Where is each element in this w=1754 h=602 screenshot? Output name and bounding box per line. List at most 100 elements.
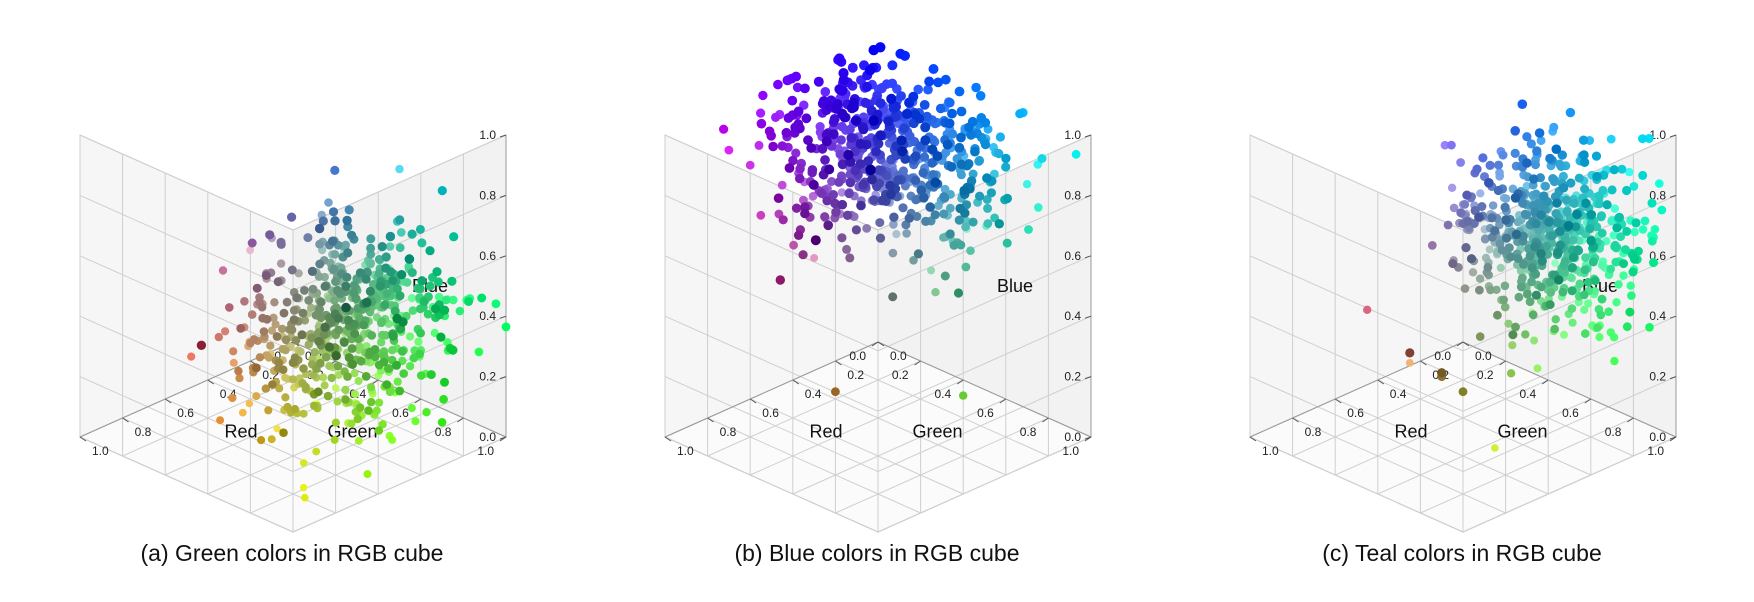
red-tick	[79, 436, 87, 442]
data-point	[766, 131, 776, 141]
data-point	[404, 254, 415, 264]
green-tick-label: 1.0	[1062, 444, 1079, 458]
data-point	[416, 371, 426, 380]
data-point	[791, 203, 802, 213]
green-axis-label: Green	[912, 422, 962, 442]
data-point	[1625, 307, 1635, 317]
data-point	[491, 299, 501, 309]
data-point	[1447, 140, 1456, 150]
data-point	[265, 230, 275, 240]
data-point	[813, 76, 824, 87]
data-point	[827, 177, 837, 186]
data-point	[1548, 174, 1558, 184]
data-point	[1491, 444, 1499, 452]
data-point	[1518, 198, 1528, 208]
data-point	[291, 336, 301, 345]
data-point	[1531, 160, 1540, 170]
blue-tick	[1669, 194, 1677, 198]
data-point	[791, 71, 801, 82]
green-axis-label: Green	[327, 422, 377, 442]
data-point	[1555, 226, 1565, 236]
data-point	[789, 240, 798, 250]
data-point	[278, 365, 288, 375]
data-point	[810, 254, 819, 262]
data-point	[976, 113, 987, 123]
data-point	[837, 121, 847, 132]
data-point	[971, 82, 981, 93]
data-point	[262, 351, 271, 360]
data-point	[1578, 135, 1589, 145]
data-point	[1487, 213, 1497, 223]
data-point	[390, 306, 400, 316]
data-point	[795, 173, 805, 184]
data-point	[430, 328, 439, 338]
grid-line	[292, 376, 507, 473]
data-point	[1517, 99, 1528, 109]
data-point	[1567, 263, 1577, 273]
data-point	[834, 177, 844, 187]
data-point	[324, 198, 333, 207]
data-point	[784, 163, 795, 173]
data-point	[422, 408, 431, 417]
data-point	[374, 255, 384, 264]
data-point	[1581, 253, 1590, 262]
data-point	[366, 259, 375, 269]
data-point	[838, 74, 849, 86]
data-point	[1561, 195, 1571, 205]
data-point	[807, 165, 818, 175]
data-point	[417, 238, 427, 248]
data-point	[1555, 240, 1565, 250]
data-point	[281, 346, 290, 355]
data-point	[834, 53, 845, 64]
data-point	[436, 332, 446, 342]
data-point	[1629, 182, 1639, 191]
data-point	[1508, 341, 1517, 350]
data-point	[1477, 202, 1487, 211]
data-point	[791, 148, 801, 158]
data-point	[1655, 179, 1664, 188]
data-point	[871, 146, 881, 157]
data-point	[1448, 259, 1458, 269]
data-point	[449, 232, 459, 242]
data-point	[1486, 285, 1495, 295]
data-point	[756, 118, 767, 129]
data-point	[366, 234, 376, 244]
blue-tick-label: 0.2	[479, 370, 496, 384]
data-point	[771, 112, 781, 122]
blue-tick-label: 1.0	[1064, 128, 1081, 142]
grid-line	[792, 398, 1007, 495]
data-point	[240, 297, 249, 306]
data-point	[354, 377, 363, 385]
green-tick-label: 1.0	[477, 444, 494, 458]
data-point	[278, 324, 287, 334]
data-point	[381, 331, 391, 340]
grid-line	[1249, 376, 1464, 473]
data-point	[343, 248, 353, 258]
data-point	[407, 268, 417, 278]
grid-line	[792, 379, 1007, 476]
data-point	[793, 106, 804, 117]
grid-line	[1292, 417, 1506, 514]
data-point	[1557, 150, 1567, 160]
data-point	[919, 100, 930, 110]
data-point	[1631, 218, 1641, 228]
data-point	[288, 358, 298, 367]
red-tick-label: 0.4	[1390, 387, 1407, 401]
data-point	[1518, 273, 1527, 283]
data-point	[395, 164, 404, 174]
data-point	[778, 215, 788, 225]
data-point	[364, 406, 373, 415]
data-point	[820, 155, 830, 165]
data-point	[349, 280, 359, 290]
data-point	[299, 409, 308, 418]
data-point	[1460, 200, 1470, 209]
data-point	[1581, 329, 1590, 338]
green-tick-label: 0.6	[1562, 406, 1579, 420]
data-point	[366, 243, 376, 253]
data-point	[1530, 336, 1539, 345]
data-point	[380, 300, 390, 310]
data-point	[307, 333, 316, 343]
data-point	[1480, 234, 1490, 244]
data-point	[425, 246, 435, 256]
blue-tick	[1084, 134, 1092, 138]
